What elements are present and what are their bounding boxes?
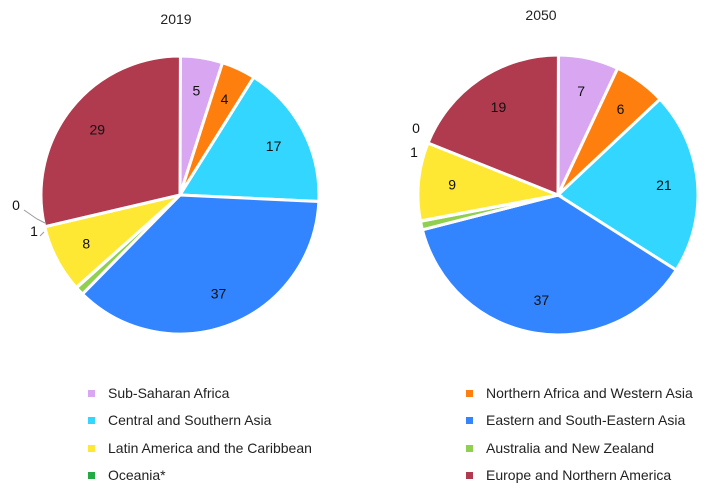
data-label-europe-and-northern-america: 19 <box>491 99 507 115</box>
data-label-oceania: 0 <box>12 197 20 213</box>
data-label-australia-and-new-zealand: 1 <box>410 144 418 160</box>
data-label-europe-and-northern-america: 29 <box>90 121 106 137</box>
pie-2019: 2019 5 4 17 37 10 8 29 <box>12 11 321 336</box>
data-label-northern-africa-and-western-asia: 6 <box>617 101 625 117</box>
slice-central-and-southern-asia <box>555 97 700 273</box>
leader-line <box>23 209 46 224</box>
leader-line <box>39 231 45 237</box>
data-label-central-and-southern-asia: 21 <box>656 177 672 193</box>
data-label-sub-saharan-africa: 5 <box>192 83 200 99</box>
slice-europe-and-northern-america <box>39 54 182 229</box>
chart-title: 2050 <box>525 7 556 23</box>
data-label-australia-and-new-zealand: 1 <box>30 223 38 239</box>
slice-europe-and-northern-america <box>426 53 560 198</box>
chart-title: 2019 <box>160 11 191 27</box>
data-label-sub-saharan-africa: 7 <box>577 83 585 99</box>
data-label-oceania: 0 <box>412 120 420 136</box>
data-label-eastern-and-south-eastern-asia: 37 <box>534 292 550 308</box>
pie-2050: 2050 7 6 21 37 1 0 9 19 <box>410 7 700 337</box>
data-label-central-and-southern-asia: 17 <box>266 138 282 154</box>
data-label-latin-america-and-the-caribbean: 9 <box>448 177 456 193</box>
data-label-northern-africa-and-western-asia: 4 <box>221 91 229 107</box>
slice-eastern-and-south-eastern-asia <box>420 193 679 337</box>
data-label-latin-america-and-the-caribbean: 8 <box>82 236 90 252</box>
data-label-eastern-and-south-eastern-asia: 37 <box>211 285 227 301</box>
slice-latin-america-and-the-caribbean <box>416 141 564 223</box>
slice-eastern-and-south-eastern-asia <box>80 193 321 336</box>
slice-central-and-southern-asia <box>177 75 321 204</box>
